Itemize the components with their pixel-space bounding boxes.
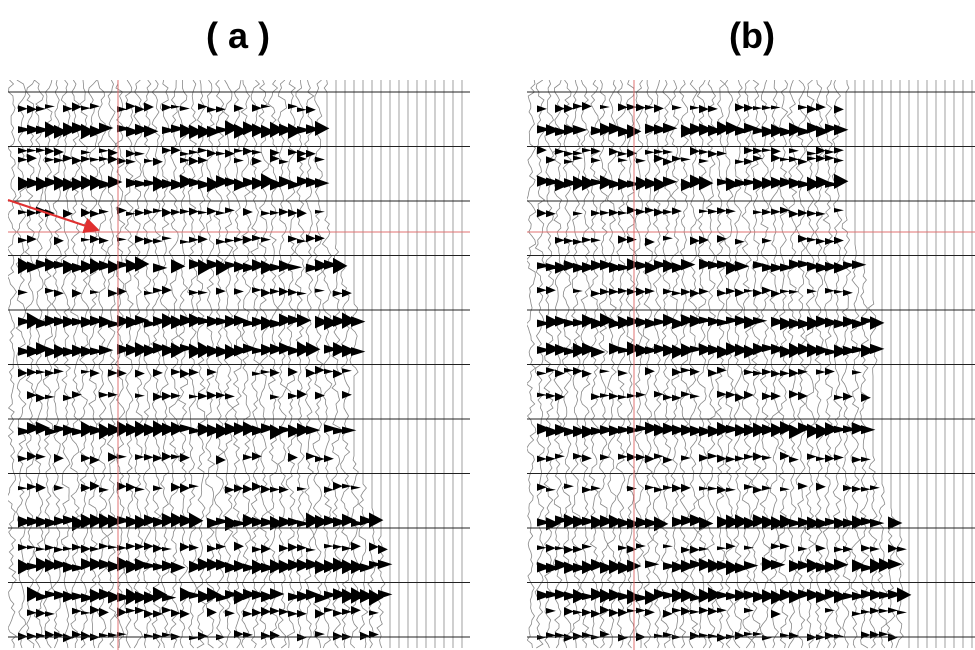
reflector xyxy=(546,605,907,619)
reflector xyxy=(546,154,844,166)
reflector xyxy=(18,341,366,360)
reflector xyxy=(18,556,393,575)
reflector xyxy=(18,120,330,140)
reflector xyxy=(18,312,366,331)
reflector xyxy=(18,173,330,193)
reflector xyxy=(537,451,871,464)
reflector xyxy=(537,341,885,359)
reflector xyxy=(537,313,885,331)
reflector xyxy=(18,541,388,555)
reflector xyxy=(537,556,903,576)
reflector xyxy=(537,513,903,532)
reflector xyxy=(18,256,348,276)
reflector xyxy=(18,285,352,298)
reflector xyxy=(18,630,379,643)
reflector xyxy=(537,390,871,402)
reflector xyxy=(537,630,898,642)
reflector xyxy=(537,258,867,275)
panel-title: (b) xyxy=(729,15,775,56)
reflector xyxy=(537,587,912,605)
reflector xyxy=(18,153,325,166)
reflector xyxy=(18,234,325,246)
seismic-panel xyxy=(8,80,470,650)
reflector xyxy=(27,586,393,606)
reflector xyxy=(18,206,325,218)
reflector xyxy=(27,605,379,619)
reflector xyxy=(18,512,384,532)
reflector xyxy=(537,542,907,554)
reflector xyxy=(18,365,352,379)
reflector xyxy=(18,146,316,158)
reflector xyxy=(537,286,853,298)
reflector xyxy=(18,102,316,114)
reflector xyxy=(18,481,361,494)
reflector xyxy=(537,173,849,192)
reflector xyxy=(18,420,357,440)
arrow xyxy=(7,199,100,234)
panel-title: ( a ) xyxy=(206,15,270,56)
reflector xyxy=(537,101,844,114)
reflector xyxy=(537,206,844,218)
reflector xyxy=(537,121,849,139)
reflector xyxy=(537,482,880,494)
reflector xyxy=(537,145,844,158)
reflector xyxy=(555,234,844,247)
reflector xyxy=(18,451,334,465)
reflector xyxy=(537,421,876,439)
reflector xyxy=(537,366,862,378)
seismic-panel xyxy=(527,80,975,650)
reflector xyxy=(27,389,352,403)
